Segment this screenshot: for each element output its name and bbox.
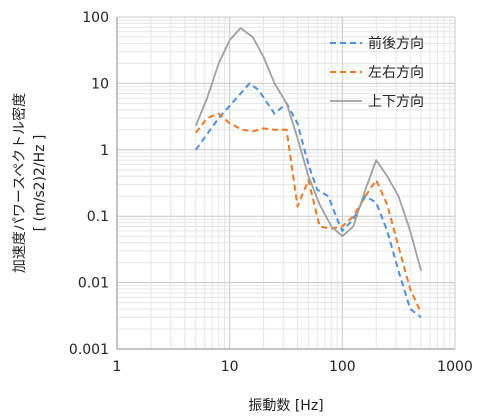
y-tick-label: 0.1 <box>87 209 109 225</box>
x-tick-label: 10 <box>221 359 239 375</box>
x-axis-label: 振動数 [Hz] <box>248 398 323 414</box>
y-tick-label: 1 <box>100 143 109 159</box>
y-tick-label: 0.001 <box>69 342 109 358</box>
x-tick-label: 100 <box>329 359 356 375</box>
legend-label-0: 前後方向 <box>368 35 424 52</box>
y-tick-label: 100 <box>82 10 109 26</box>
axes: 1 10 100 1000 100 10 1 0.1 0.01 0.001 <box>69 10 473 375</box>
series-line-1 <box>195 112 423 314</box>
series-line-0 <box>194 82 422 319</box>
axis-labels: 振動数 [Hz] 加速度パワースペクトル密度 [ (m/s2)2/Hz ] <box>11 93 324 414</box>
y-axis-label-line2: [ (m/s2)2/Hz ] <box>32 135 48 232</box>
x-tick-label: 1000 <box>437 359 473 375</box>
y-axis-label-line1: 加速度パワースペクトル密度 <box>11 93 28 273</box>
series-line-2 <box>194 27 422 272</box>
legend-label-1: 左右方向 <box>368 65 424 81</box>
grid <box>116 16 456 350</box>
series-group <box>194 27 423 319</box>
legend-label-2: 上下方向 <box>368 94 424 110</box>
y-tick-label: 0.01 <box>78 276 109 292</box>
y-tick-label: 10 <box>91 76 109 92</box>
x-tick-label: 1 <box>113 359 122 375</box>
